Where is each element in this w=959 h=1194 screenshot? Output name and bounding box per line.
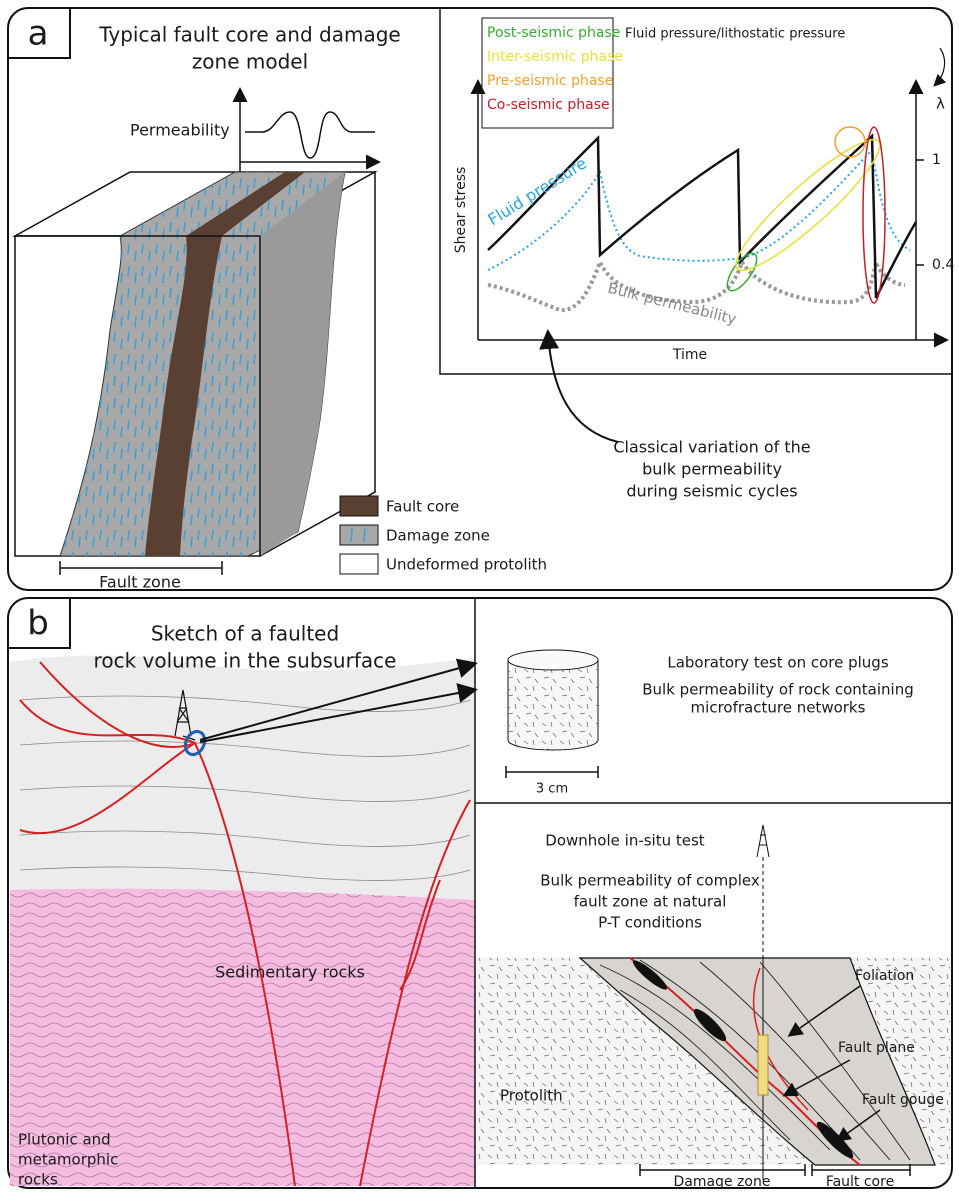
phase-label: Inter-seismic phase	[487, 49, 623, 65]
panel-title: zone model	[192, 50, 308, 74]
feature-label: Foliation	[855, 968, 914, 984]
tick-label: 0.4	[932, 257, 954, 273]
caption: Classical variation of the	[613, 438, 810, 457]
lambda-label: λ	[936, 95, 945, 113]
downhole-description: Bulk permeability of complex	[540, 872, 760, 890]
panel-label: a	[28, 14, 49, 54]
zone-label: Fault core	[826, 1174, 894, 1190]
legend-entry: Undeformed protolith	[386, 556, 547, 574]
lab-description: Bulk permeability of rock containing	[642, 681, 913, 699]
figure: a Typical fault core and damage zone mod…	[0, 0, 959, 1194]
panel-title: Sketch of a faulted	[151, 622, 339, 646]
page: {"panel_a":{"label":"a","title_lines":["…	[0, 0, 959, 1194]
feature-label: Fault gouge	[862, 1092, 944, 1108]
y-axis-label: Shear stress	[453, 167, 469, 254]
legend-streak	[364, 528, 365, 542]
phase-label: Post-seismic phase	[487, 25, 620, 41]
test-interval	[758, 1035, 768, 1095]
rock-label: Plutonic and	[18, 1131, 111, 1149]
rock-label: Sedimentary rocks	[215, 963, 365, 982]
legend-swatch	[340, 496, 378, 516]
downhole-description: P-T conditions	[598, 914, 702, 932]
legend-entry: Damage zone	[386, 527, 490, 545]
caption: bulk permeability	[642, 460, 782, 479]
lab-description: microfracture networks	[691, 699, 866, 717]
phase-label: Pre-seismic phase	[487, 73, 613, 89]
legend-swatch	[340, 525, 378, 545]
rock-label: metamorphic	[18, 1151, 118, 1169]
caption: during seismic cycles	[626, 482, 797, 501]
scale-label: Fault zone	[99, 573, 181, 592]
panel-title: Typical fault core and damage	[98, 23, 400, 47]
downhole-title: Downhole in-situ test	[545, 832, 705, 850]
legend-entry: Fault core	[386, 498, 459, 516]
feature-label: Protolith	[500, 1087, 563, 1105]
panel-label: b	[27, 604, 49, 644]
legend-streak	[351, 528, 352, 542]
legend-swatch	[340, 554, 378, 574]
downhole-description: fault zone at natural	[574, 893, 727, 911]
ratio-label: Fluid pressure/lithostatic pressure	[625, 27, 845, 42]
tick-label: 1	[932, 152, 941, 168]
feature-label: Fault plane	[838, 1040, 915, 1056]
zone-label: Damage zone	[674, 1174, 771, 1190]
scale-label: 3 cm	[536, 782, 568, 797]
rock-label: rocks	[18, 1171, 58, 1189]
panel-title: rock volume in the subsurface	[94, 649, 397, 673]
phase-label: Co-seismic phase	[487, 97, 610, 113]
x-axis-label: Time	[672, 347, 707, 363]
axis-label: Permeability	[130, 121, 230, 140]
core-plug-top	[508, 650, 598, 670]
core-plug-texture	[508, 660, 598, 750]
lab-title: Laboratory test on core plugs	[667, 654, 888, 672]
